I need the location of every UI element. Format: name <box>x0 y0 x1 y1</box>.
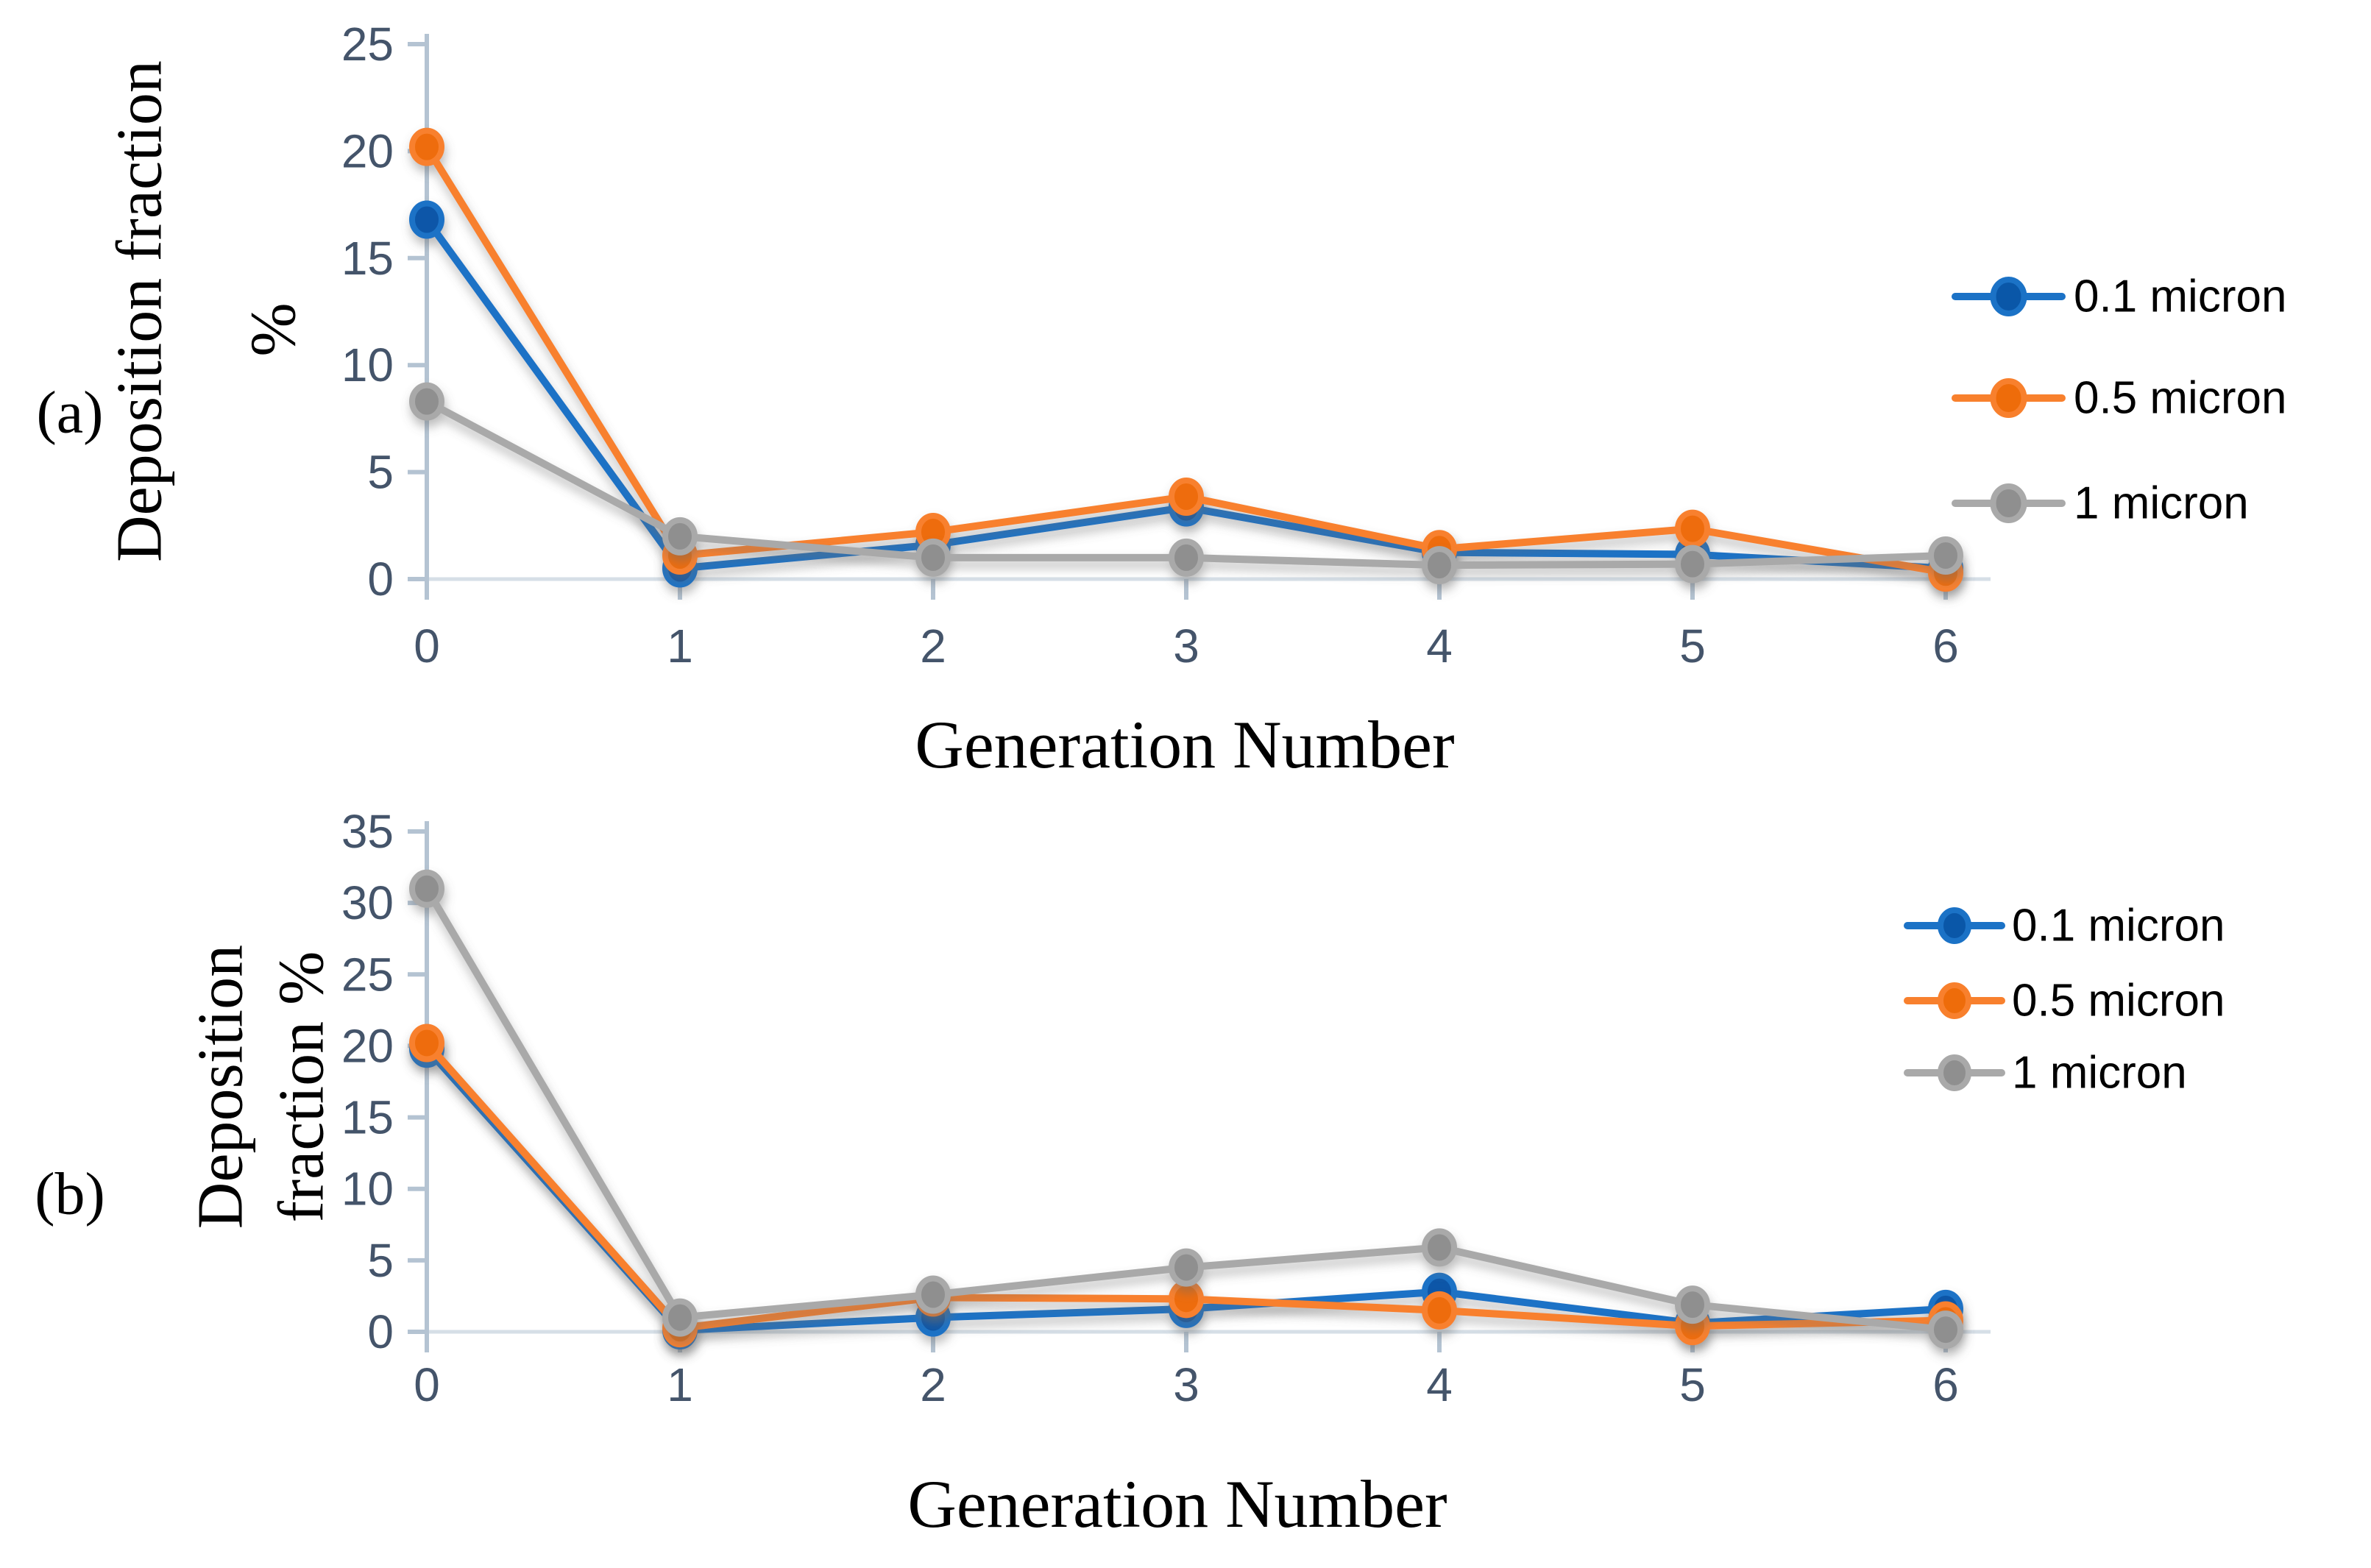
data-point-marker <box>409 382 444 421</box>
legend-item: 0.5 micron <box>1904 976 2225 1026</box>
y-tick-label: 5 <box>367 1234 394 1287</box>
legend: 0.1 micron 0.5 micron 1 micron <box>1952 272 2286 529</box>
x-tick-label: 2 <box>920 1358 946 1411</box>
legend-item: 0.1 micron <box>1952 272 2286 322</box>
legend-item: 1 micron <box>1952 478 2249 529</box>
data-point-marker <box>409 869 444 908</box>
legend-marker <box>1938 1054 1971 1091</box>
series-0-5-micron <box>409 1024 1963 1348</box>
series-1-micron <box>409 869 1963 1349</box>
y-axis-title-line: % <box>238 302 310 356</box>
x-tick-label: 4 <box>1426 620 1453 673</box>
data-point-marker <box>1675 1285 1710 1324</box>
legend-item: 1 micron <box>1904 1048 2187 1099</box>
legend-label: 0.5 micron <box>2012 976 2225 1026</box>
data-point-marker <box>1928 536 1963 575</box>
y-tick-label: 0 <box>367 1305 394 1358</box>
y-tick-label: 15 <box>341 232 394 285</box>
data-point-marker <box>1169 538 1204 577</box>
series-1-micron <box>409 382 1963 585</box>
data-point-marker <box>1169 1280 1204 1319</box>
panel-b: 0 5 10 15 20 25 30 35 0 1 2 3 4 5 6 Generation Number De… <box>35 805 2225 1542</box>
x-tick-label: 0 <box>414 620 440 673</box>
x-tick-label: 1 <box>667 620 693 673</box>
legend-label: 0.5 micron <box>2074 373 2286 424</box>
data-point-marker <box>1928 1310 1963 1349</box>
data-point-marker <box>915 538 951 577</box>
y-tick-label: 20 <box>341 124 394 177</box>
y-tick-label: 5 <box>367 446 394 499</box>
panel-label: (b) <box>35 1160 105 1227</box>
x-tick-label: 6 <box>1932 1358 1959 1411</box>
data-point-marker <box>409 127 444 166</box>
data-point-marker <box>1169 478 1204 517</box>
y-tick-label: 20 <box>341 1019 394 1072</box>
x-tick-label: 3 <box>1173 620 1199 673</box>
x-axis-title: Generation Number <box>907 1466 1447 1542</box>
legend-label: 1 micron <box>2012 1048 2187 1099</box>
x-tick-label: 6 <box>1932 620 1959 673</box>
data-point-marker <box>1422 1228 1457 1267</box>
legend-marker <box>1938 982 1971 1019</box>
x-tick-label: 0 <box>414 1358 440 1411</box>
legend-item: 0.1 micron <box>1904 901 2225 951</box>
x-tick-label: 5 <box>1679 620 1706 673</box>
y-tick-label: 0 <box>367 553 394 606</box>
data-point-marker <box>409 200 444 239</box>
legend-label: 1 micron <box>2074 478 2249 529</box>
legend-marker <box>1990 483 2027 523</box>
y-tick-label: 30 <box>341 876 394 929</box>
data-point-marker <box>1675 509 1710 548</box>
y-tick-label: 25 <box>341 18 394 71</box>
data-point-marker <box>662 1298 698 1337</box>
x-tick-label: 4 <box>1426 1358 1453 1411</box>
x-tick-label: 1 <box>667 1358 693 1411</box>
panel-label: (a) <box>36 379 103 446</box>
data-point-marker <box>409 1024 444 1063</box>
data-point-marker <box>1422 546 1457 585</box>
series-0-1-micron <box>409 200 1963 588</box>
x-tick-label: 5 <box>1679 1358 1706 1411</box>
panel-a: 0 5 10 15 20 25 0 1 2 3 4 5 6 Generation Number Deposi… <box>36 18 2286 782</box>
data-point-marker <box>915 1275 951 1314</box>
y-tick-label: 10 <box>341 1163 394 1216</box>
y-tick-label: 25 <box>341 948 394 1001</box>
y-tick-label: 10 <box>341 338 394 391</box>
y-axis-title-line: fraction % <box>266 951 338 1223</box>
x-tick-label: 2 <box>920 620 946 673</box>
legend-marker <box>1938 907 1971 944</box>
y-tick-label: 35 <box>341 805 394 858</box>
data-point-marker <box>1169 1248 1204 1287</box>
y-tick-label: 15 <box>341 1091 394 1144</box>
data-point-marker <box>1422 1291 1457 1330</box>
x-axis-title: Generation Number <box>915 707 1454 782</box>
legend: 0.1 micron 0.5 micron 1 micron <box>1904 901 2225 1099</box>
y-axis-title-line: Deposition fraction <box>104 60 176 562</box>
y-axis-title-line: Deposition <box>185 945 257 1229</box>
legend-label: 0.1 micron <box>2074 272 2286 322</box>
x-tick-label: 3 <box>1173 1358 1199 1411</box>
legend-marker <box>1990 277 2027 316</box>
data-point-marker <box>662 517 698 556</box>
legend-label: 0.1 micron <box>2012 901 2225 951</box>
legend-marker <box>1990 378 2027 418</box>
data-point-marker <box>1675 544 1710 583</box>
legend-item: 0.5 micron <box>1952 373 2286 424</box>
